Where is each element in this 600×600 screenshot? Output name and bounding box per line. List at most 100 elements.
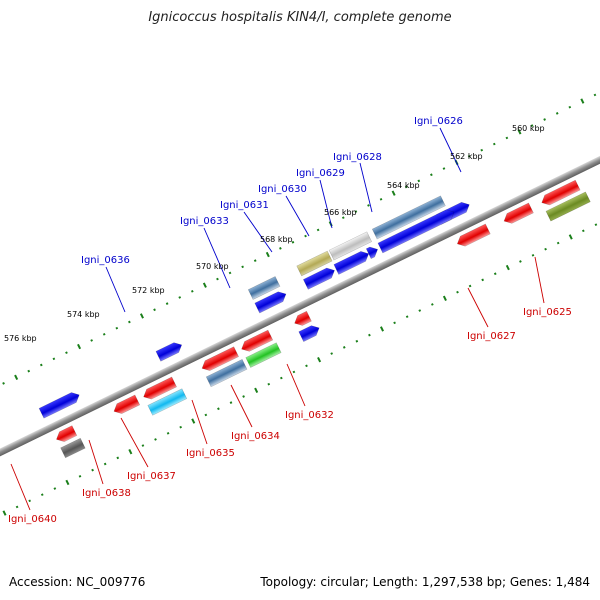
gene-label-reverse: Igni_0632 (285, 410, 334, 421)
gene-label-reverse: Igni_0635 (186, 448, 235, 459)
major-tick (265, 251, 270, 258)
minor-tick (128, 320, 131, 324)
minor-tick (341, 216, 345, 220)
minor-tick (430, 173, 433, 177)
minor-tick (27, 369, 31, 373)
scale-tick-label: 574 kbp (67, 310, 100, 319)
leader-line (191, 399, 208, 445)
minor-tick (229, 401, 233, 404)
gene-label-reverse: Igni_0637 (127, 471, 176, 482)
leader-line (203, 227, 231, 289)
gene-0639-arrow (38, 392, 80, 419)
minor-tick (53, 487, 57, 490)
gene-0628-rna (371, 195, 446, 240)
gene-0628-arrow (377, 209, 455, 254)
minor-tick (228, 271, 232, 275)
gene-0635-red (201, 346, 239, 371)
minor-tick (217, 407, 220, 411)
gene-features (38, 179, 591, 459)
minor-tick (153, 308, 156, 312)
minor-tick (102, 332, 106, 336)
minor-tick (316, 228, 320, 232)
minor-tick (481, 278, 485, 282)
minor-tick (267, 382, 271, 386)
minor-tick (418, 309, 422, 312)
minor-tick (305, 364, 308, 368)
minor-tick (505, 136, 509, 140)
minor-tick (154, 438, 157, 441)
minor-tick (40, 493, 44, 497)
scale-tick-label: 568 kbp (260, 235, 293, 244)
gene-label-forward: Igni_0629 (296, 168, 345, 179)
minor-tick (116, 456, 120, 460)
major-tick (442, 295, 447, 301)
scale-tick-label: 570 kbp (196, 262, 229, 271)
gene-0637-red (143, 376, 177, 400)
minor-tick (594, 223, 598, 226)
major-tick (139, 313, 144, 319)
minor-tick (530, 124, 534, 127)
gene-small-arrow (365, 246, 378, 259)
minor-tick (543, 118, 546, 121)
gene-labels: Igni_0626 Igni_0628 Igni_0629 Igni_0630 Igni… (8, 116, 572, 525)
gene-0624-arrow (541, 179, 581, 206)
gene-label-forward: Igni_0630 (258, 184, 307, 195)
genome-summary: Topology: circular; Length: 1,297,538 bp… (260, 575, 590, 589)
gene-label-forward: Igni_0633 (180, 216, 229, 227)
gene-0633-arrow (254, 291, 287, 314)
gene-0637-rna (147, 388, 188, 416)
minor-tick (204, 413, 208, 417)
minor-tick (531, 254, 535, 257)
accession-label: Accession: NC_009776 (9, 575, 146, 589)
minor-tick (216, 277, 219, 281)
gene-0624-rna (545, 191, 591, 222)
minor-tick (166, 431, 170, 435)
minor-tick (304, 234, 307, 238)
leader-line (534, 256, 545, 304)
scale-tick-label: 572 kbp (132, 286, 165, 295)
gene-0627-arrow (456, 223, 491, 247)
minor-tick (367, 204, 370, 207)
minor-tick (556, 241, 560, 245)
leader-line (10, 463, 31, 511)
gene-0634-rna (245, 342, 282, 368)
minor-tick (442, 167, 446, 170)
minor-tick (2, 382, 5, 385)
minor-tick (544, 247, 547, 251)
gene-label-reverse: Igni_0627 (467, 331, 516, 342)
gene-label-forward: Igni_0631 (220, 200, 269, 211)
major-tick (2, 510, 7, 516)
minor-tick (141, 444, 145, 447)
minor-tick (368, 333, 371, 337)
major-tick (202, 282, 207, 288)
gene-label-reverse: Igni_0640 (8, 514, 57, 525)
gene-0636-arrow (155, 342, 183, 362)
genome-backbone (0, 117, 600, 493)
minor-tick (379, 197, 383, 201)
minor-tick (468, 284, 472, 288)
gene-0632-small (294, 310, 312, 326)
scale-tick-label: 576 kbp (4, 334, 37, 343)
minor-tick (91, 468, 94, 472)
leader-line (319, 179, 333, 229)
minor-tick (342, 346, 346, 349)
minor-tick (280, 376, 283, 380)
minor-tick (354, 210, 358, 213)
minor-tick (519, 260, 522, 263)
minor-tick (28, 499, 32, 503)
gene-0638-arrow (113, 394, 141, 414)
leader-line (359, 162, 373, 213)
minor-tick (253, 259, 257, 262)
minor-tick (581, 229, 585, 233)
scale-tick-label: 562 kbp (450, 152, 483, 161)
major-tick (77, 343, 82, 350)
minor-tick (355, 339, 359, 343)
minor-tick (103, 462, 107, 466)
gene-label-forward: Igni_0626 (414, 116, 463, 127)
leader-line (105, 266, 126, 313)
minor-tick (493, 272, 497, 276)
minor-tick (279, 247, 282, 250)
major-tick (128, 449, 133, 455)
